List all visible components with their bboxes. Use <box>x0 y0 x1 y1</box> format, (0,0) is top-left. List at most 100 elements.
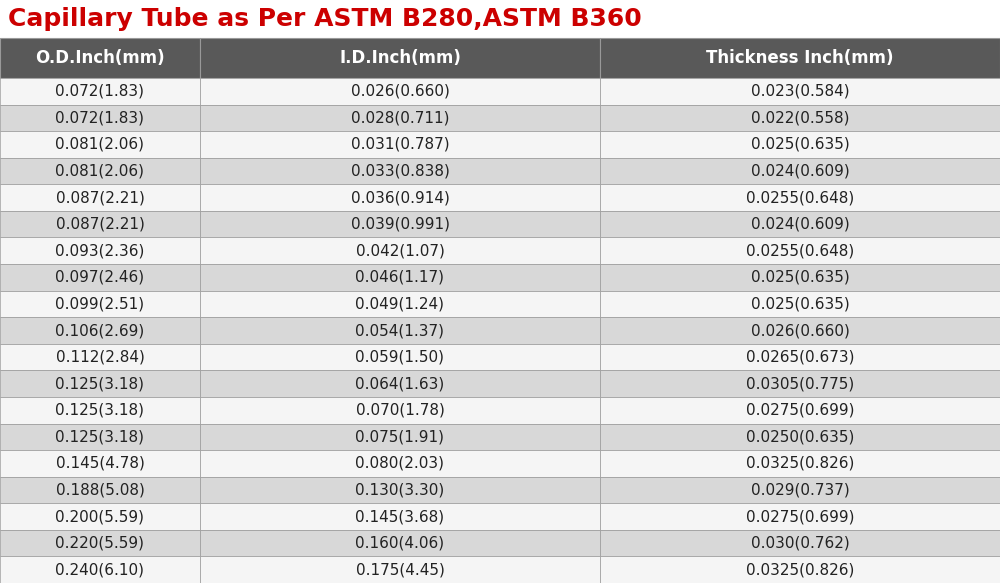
Bar <box>0 477 200 503</box>
Bar <box>200 503 600 530</box>
Bar <box>0 291 200 317</box>
Bar <box>200 477 600 503</box>
Bar <box>200 131 600 158</box>
Bar <box>600 477 1000 503</box>
Text: 0.087(2.21): 0.087(2.21) <box>56 217 144 231</box>
Bar <box>600 530 1000 556</box>
Text: 0.036(0.914): 0.036(0.914) <box>351 190 449 205</box>
Bar <box>200 370 600 397</box>
Text: 0.072(1.83): 0.072(1.83) <box>56 84 144 99</box>
Text: 0.024(0.609): 0.024(0.609) <box>751 163 849 178</box>
Bar <box>200 237 600 264</box>
Bar <box>0 131 200 158</box>
Text: 0.039(0.991): 0.039(0.991) <box>351 217 450 231</box>
Bar <box>200 450 600 477</box>
Text: 0.049(1.24): 0.049(1.24) <box>356 296 444 311</box>
Bar <box>200 158 600 184</box>
Bar <box>0 184 200 211</box>
Text: 0.0275(0.699): 0.0275(0.699) <box>746 403 854 418</box>
Text: 0.125(3.18): 0.125(3.18) <box>56 403 144 418</box>
Text: 0.0325(0.826): 0.0325(0.826) <box>746 562 854 577</box>
Text: 0.125(3.18): 0.125(3.18) <box>56 429 144 444</box>
Text: 0.025(0.635): 0.025(0.635) <box>751 270 849 285</box>
Text: 0.220(5.59): 0.220(5.59) <box>56 536 144 550</box>
Bar <box>600 556 1000 583</box>
Text: 0.070(1.78): 0.070(1.78) <box>356 403 444 418</box>
Text: 0.0325(0.826): 0.0325(0.826) <box>746 456 854 471</box>
Text: 0.106(2.69): 0.106(2.69) <box>55 323 145 338</box>
Bar <box>0 264 200 291</box>
Bar <box>600 503 1000 530</box>
Bar <box>600 317 1000 344</box>
Bar <box>200 211 600 237</box>
Text: 0.054(1.37): 0.054(1.37) <box>356 323 444 338</box>
Text: 0.145(3.68): 0.145(3.68) <box>355 509 445 524</box>
Text: 0.075(1.91): 0.075(1.91) <box>356 429 444 444</box>
Bar <box>200 184 600 211</box>
Bar <box>0 530 200 556</box>
Bar <box>200 556 600 583</box>
Bar <box>0 237 200 264</box>
Text: 0.0265(0.673): 0.0265(0.673) <box>746 350 854 364</box>
Text: 0.029(0.737): 0.029(0.737) <box>751 483 849 497</box>
Text: Capillary Tube as Per ASTM B280,ASTM B360: Capillary Tube as Per ASTM B280,ASTM B36… <box>8 7 642 31</box>
Bar <box>600 264 1000 291</box>
Bar <box>200 104 600 131</box>
Bar <box>200 317 600 344</box>
Bar <box>0 556 200 583</box>
Text: 0.160(4.06): 0.160(4.06) <box>355 536 445 550</box>
Text: O.D.Inch(mm): O.D.Inch(mm) <box>35 49 165 67</box>
Bar <box>200 397 600 423</box>
Text: 0.026(0.660): 0.026(0.660) <box>351 84 449 99</box>
Text: 0.081(2.06): 0.081(2.06) <box>56 163 144 178</box>
Bar <box>200 423 600 450</box>
Text: 0.042(1.07): 0.042(1.07) <box>356 243 444 258</box>
Bar <box>200 78 600 104</box>
Bar <box>200 264 600 291</box>
Text: I.D.Inch(mm): I.D.Inch(mm) <box>339 49 461 67</box>
Text: 0.093(2.36): 0.093(2.36) <box>55 243 145 258</box>
Bar <box>0 317 200 344</box>
Bar <box>600 291 1000 317</box>
Bar <box>600 211 1000 237</box>
Text: 0.0255(0.648): 0.0255(0.648) <box>746 190 854 205</box>
Text: 0.0250(0.635): 0.0250(0.635) <box>746 429 854 444</box>
Text: 0.028(0.711): 0.028(0.711) <box>351 110 449 125</box>
Text: 0.080(2.03): 0.080(2.03) <box>356 456 444 471</box>
Bar <box>0 370 200 397</box>
Bar <box>600 397 1000 423</box>
Bar <box>200 530 600 556</box>
Text: 0.022(0.558): 0.022(0.558) <box>751 110 849 125</box>
Bar <box>600 184 1000 211</box>
Text: 0.0305(0.775): 0.0305(0.775) <box>746 376 854 391</box>
Bar <box>600 131 1000 158</box>
Bar <box>600 104 1000 131</box>
Bar <box>0 450 200 477</box>
Text: 0.125(3.18): 0.125(3.18) <box>56 376 144 391</box>
Bar <box>200 344 600 370</box>
Text: Thickness Inch(mm): Thickness Inch(mm) <box>706 49 894 67</box>
Text: 0.072(1.83): 0.072(1.83) <box>56 110 144 125</box>
Bar <box>0 158 200 184</box>
Bar <box>600 38 1000 78</box>
Text: 0.046(1.17): 0.046(1.17) <box>356 270 444 285</box>
Text: 0.188(5.08): 0.188(5.08) <box>56 483 144 497</box>
Text: 0.130(3.30): 0.130(3.30) <box>355 483 445 497</box>
Bar <box>0 104 200 131</box>
Bar <box>0 211 200 237</box>
Text: 0.099(2.51): 0.099(2.51) <box>55 296 145 311</box>
Text: 0.0255(0.648): 0.0255(0.648) <box>746 243 854 258</box>
Text: 0.097(2.46): 0.097(2.46) <box>55 270 145 285</box>
Bar <box>0 397 200 423</box>
Text: 0.025(0.635): 0.025(0.635) <box>751 137 849 152</box>
Text: 0.033(0.838): 0.033(0.838) <box>351 163 449 178</box>
Text: 0.087(2.21): 0.087(2.21) <box>56 190 144 205</box>
Text: 0.081(2.06): 0.081(2.06) <box>56 137 144 152</box>
Text: 0.059(1.50): 0.059(1.50) <box>356 350 444 364</box>
Bar <box>600 370 1000 397</box>
Text: 0.200(5.59): 0.200(5.59) <box>56 509 144 524</box>
Bar <box>0 503 200 530</box>
Bar <box>600 344 1000 370</box>
Bar <box>600 423 1000 450</box>
Text: 0.026(0.660): 0.026(0.660) <box>751 323 849 338</box>
